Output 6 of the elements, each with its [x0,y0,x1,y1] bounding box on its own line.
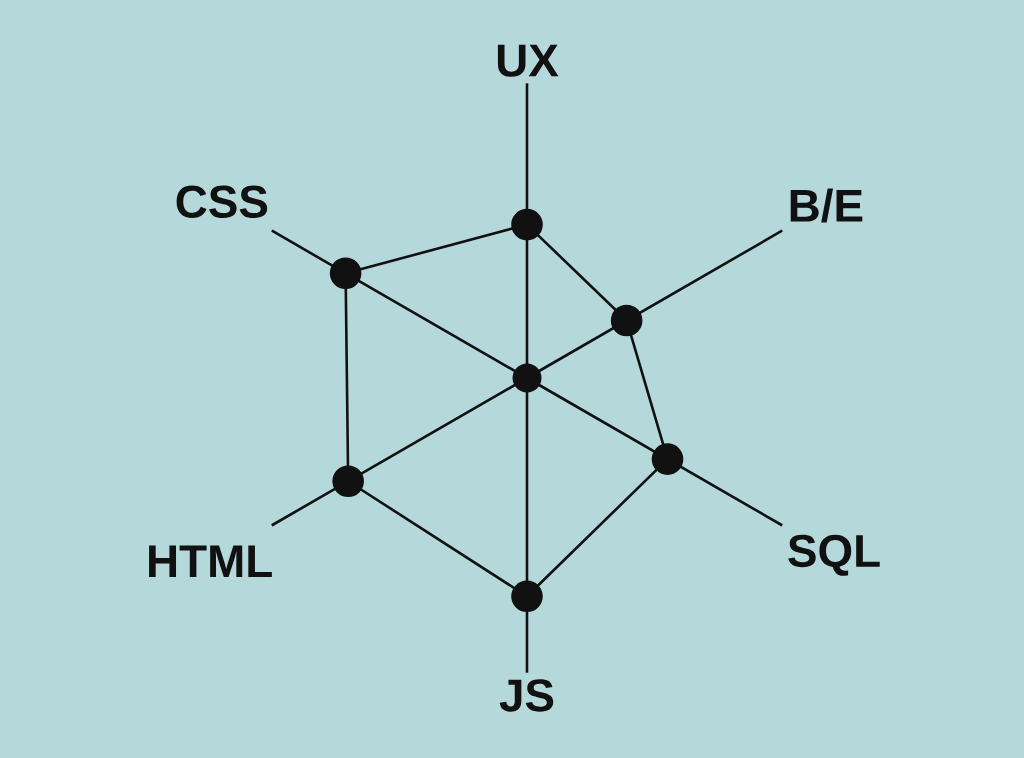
spoke-label: SQL [788,534,880,576]
spoke-label: B/E [790,188,863,223]
spoke-label: HTML [149,545,272,577]
spoke-label: UX [497,44,559,77]
spoke-label: CSS [176,185,268,219]
spoke-label: JS [499,679,554,712]
